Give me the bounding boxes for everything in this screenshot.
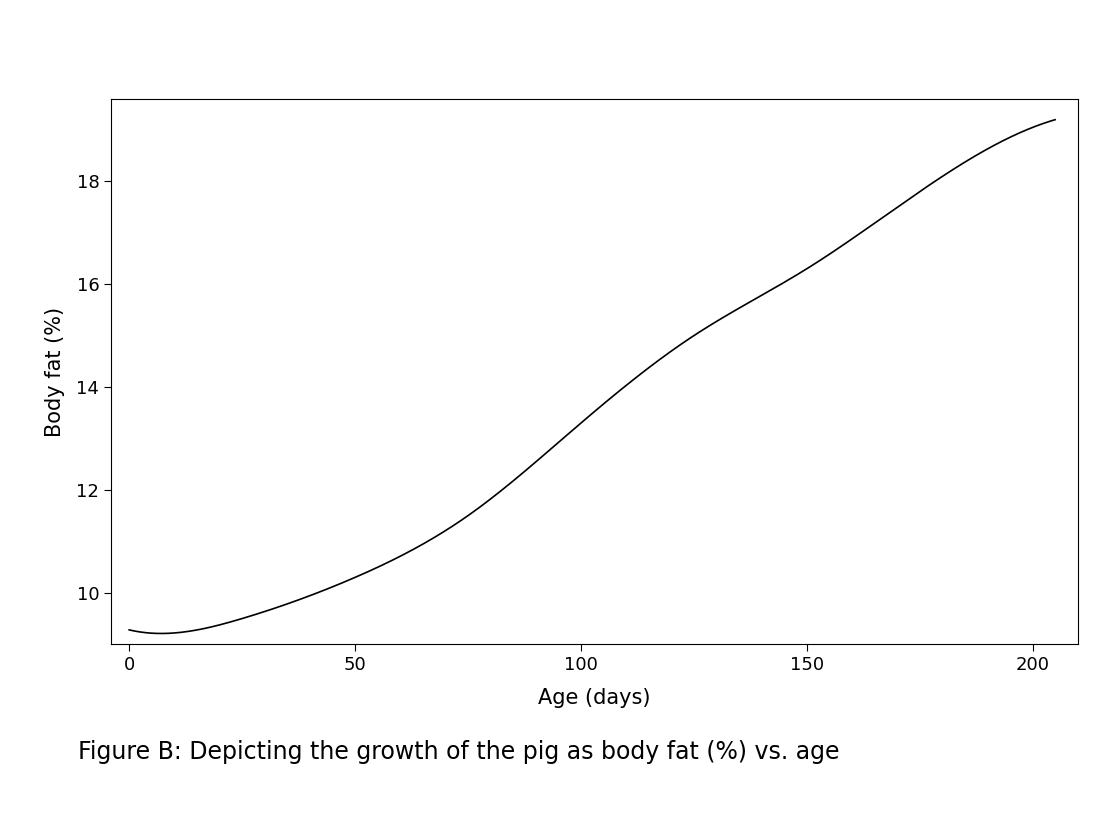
X-axis label: Age (days): Age (days) bbox=[538, 688, 651, 708]
Text: Figure B: Depicting the growth of the pig as body fat (%) vs. age: Figure B: Depicting the growth of the pi… bbox=[78, 740, 839, 764]
Y-axis label: Body fat (%): Body fat (%) bbox=[46, 306, 66, 437]
